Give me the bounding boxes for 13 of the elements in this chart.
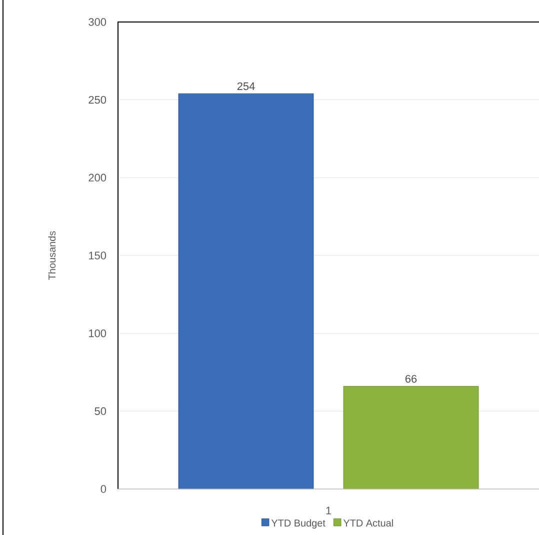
data-label: 254 [237, 82, 255, 90]
legend-label: YTD Budget [271, 519, 326, 529]
y-tick-label: 0 [100, 485, 106, 493]
legend-label: YTD Actual [343, 519, 393, 527]
y-axis-title: Thousands [48, 231, 56, 280]
x-tick-label: 1 [326, 506, 332, 514]
data-label: 66 [405, 374, 417, 383]
y-tick-label: 300 [88, 18, 106, 26]
y-tick-label: 50 [94, 407, 106, 416]
y-tick-label: 100 [89, 329, 106, 338]
y-tick-label: 200 [88, 174, 106, 182]
y-tick-label: 250 [88, 96, 106, 104]
y-tick-label: 150 [89, 252, 106, 260]
